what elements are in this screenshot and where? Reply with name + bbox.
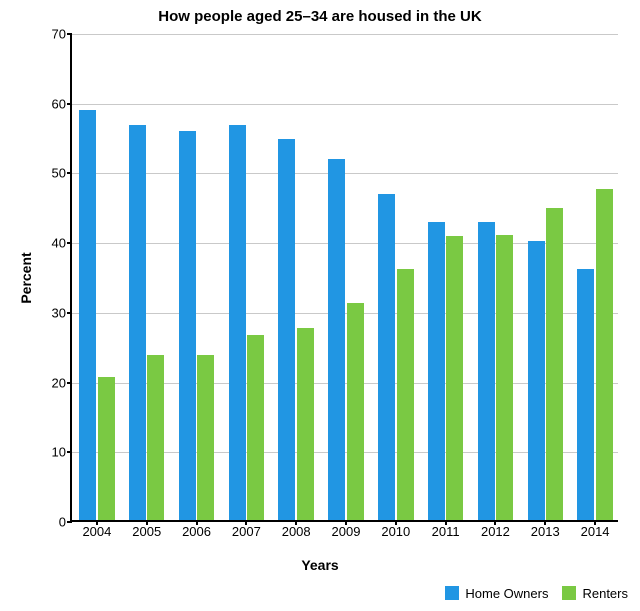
- bar: [577, 269, 594, 520]
- bar-group: 2004: [72, 34, 122, 520]
- xtick-label: 2010: [381, 520, 410, 539]
- ytick-label: 70: [36, 27, 72, 42]
- legend-item: Renters: [562, 586, 628, 601]
- legend-swatch: [562, 586, 576, 600]
- bar: [328, 159, 345, 520]
- bar-group: 2005: [122, 34, 172, 520]
- xtick-label: 2013: [531, 520, 560, 539]
- ytick-label: 0: [36, 515, 72, 530]
- bar: [98, 377, 115, 520]
- xtick-label: 2006: [182, 520, 211, 539]
- ytick-label: 60: [36, 96, 72, 111]
- bar: [147, 355, 164, 520]
- ytick-label: 40: [36, 236, 72, 251]
- legend-label: Renters: [582, 586, 628, 601]
- bar: [496, 235, 513, 520]
- legend: Home Owners Renters: [431, 586, 628, 606]
- bar: [528, 241, 545, 520]
- bar: [397, 269, 414, 520]
- bar: [478, 222, 495, 520]
- bar: [428, 222, 445, 520]
- bar: [347, 303, 364, 520]
- bar-group: 2014: [570, 34, 620, 520]
- xtick-label: 2004: [82, 520, 111, 539]
- bar: [546, 208, 563, 520]
- ytick-label: 30: [36, 305, 72, 320]
- bar-group: 2011: [421, 34, 471, 520]
- bar: [378, 194, 395, 520]
- x-axis-label: Years: [0, 557, 640, 573]
- ytick-label: 10: [36, 445, 72, 460]
- bar: [179, 131, 196, 520]
- xtick-label: 2008: [282, 520, 311, 539]
- bar-group: 2012: [471, 34, 521, 520]
- chart-title: How people aged 25–34 are housed in the …: [0, 8, 640, 25]
- y-axis-label: Percent: [18, 252, 34, 303]
- ytick-label: 20: [36, 375, 72, 390]
- bar: [129, 125, 146, 520]
- ytick-label: 50: [36, 166, 72, 181]
- bar: [79, 110, 96, 520]
- xtick-label: 2014: [581, 520, 610, 539]
- xtick-label: 2005: [132, 520, 161, 539]
- bar: [229, 125, 246, 520]
- xtick-label: 2011: [432, 520, 460, 539]
- xtick-label: 2012: [481, 520, 510, 539]
- bar: [596, 189, 613, 520]
- plot-area: 0102030405060702004200520062007200820092…: [70, 34, 618, 522]
- bar: [247, 335, 264, 520]
- legend-item: Home Owners: [445, 586, 548, 601]
- xtick-label: 2009: [332, 520, 361, 539]
- bar: [297, 328, 314, 520]
- bar-group: 2010: [371, 34, 421, 520]
- xtick-label: 2007: [232, 520, 261, 539]
- bar-group: 2013: [520, 34, 570, 520]
- bar-group: 2009: [321, 34, 371, 520]
- bar: [197, 355, 214, 520]
- legend-label: Home Owners: [465, 586, 548, 601]
- bar-group: 2008: [271, 34, 321, 520]
- chart-container: How people aged 25–34 are housed in the …: [0, 0, 640, 611]
- bar-group: 2007: [221, 34, 271, 520]
- bar: [446, 236, 463, 520]
- legend-swatch: [445, 586, 459, 600]
- bar: [278, 139, 295, 520]
- bar-group: 2006: [172, 34, 222, 520]
